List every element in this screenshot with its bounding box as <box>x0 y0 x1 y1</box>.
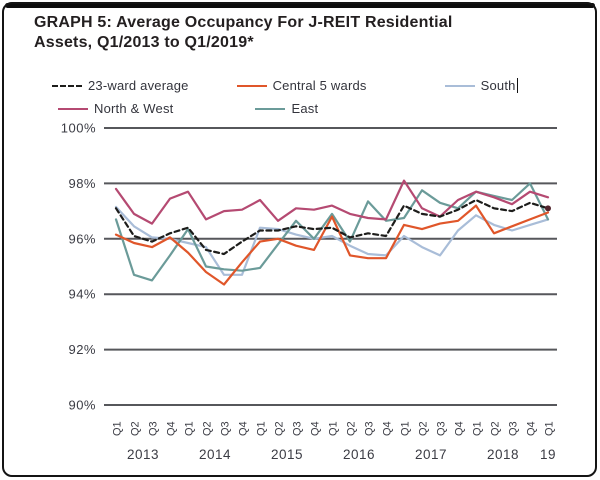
legend-item-23-ward-average: 23-ward average <box>52 78 189 93</box>
year-label-19: 19 <box>540 447 556 462</box>
y-tick-label: 100% <box>61 121 96 136</box>
legend-swatch <box>444 84 475 87</box>
x-tick-label: Q4 <box>454 421 466 436</box>
legend-item-central-5-wards: Central 5 wards <box>236 78 367 93</box>
x-tick-label: Q1 <box>256 421 268 436</box>
x-tick-label: Q2 <box>490 421 502 436</box>
x-tick-label: Q2 <box>346 421 358 436</box>
legend-item-east: East <box>255 101 318 116</box>
y-tick-label: 98% <box>68 176 96 191</box>
legend-swatch <box>255 107 286 110</box>
x-tick-label: Q3 <box>292 421 304 436</box>
year-label-2017: 2017 <box>415 447 447 462</box>
x-tick-label: Q4 <box>382 421 394 436</box>
legend-swatch <box>52 84 82 87</box>
legend-label: 23-ward average <box>88 78 189 93</box>
x-tick-label: Q2 <box>274 421 286 436</box>
x-tick-label: Q3 <box>436 421 448 436</box>
year-label-2015: 2015 <box>271 447 303 462</box>
series-end-dot <box>545 205 551 212</box>
y-tick-label: 94% <box>68 287 96 302</box>
legend-swatch <box>236 84 267 87</box>
x-tick-label: Q4 <box>310 421 322 436</box>
x-tick-label: Q1 <box>328 421 340 436</box>
legend-label: South <box>480 78 516 93</box>
series-line-east <box>114 182 550 282</box>
x-tick-label: Q1 <box>472 421 484 436</box>
chart-title-line1: GRAPH 5: Average Occupancy For J-REIT Re… <box>34 14 453 31</box>
x-tick-label: Q1 <box>184 421 196 436</box>
x-tick-label: Q2 <box>130 421 142 436</box>
legend-item-south: South <box>444 78 519 93</box>
legend-row-1: 23-ward average Central 5 wards South <box>0 74 600 97</box>
text-cursor <box>516 78 519 93</box>
legend-item-north-west: North & West <box>58 101 173 116</box>
y-tick-label: 90% <box>68 398 96 413</box>
x-tick-label: Q4 <box>238 421 250 436</box>
chart-title-line2: Assets, Q1/2013 to Q1/2019* <box>34 34 254 52</box>
y-tick-label: 96% <box>68 231 96 246</box>
series-line-south <box>114 205 550 276</box>
year-label-2016: 2016 <box>343 447 375 462</box>
legend: 23-ward average Central 5 wards South Nort… <box>0 74 600 120</box>
x-tick-label: Q2 <box>202 421 214 436</box>
chart-title: GRAPH 5: Average Occupancy For J-REIT Re… <box>34 13 574 54</box>
x-tick-label: Q1 <box>400 421 412 436</box>
x-tick-label: Q4 <box>166 421 178 436</box>
series-line-north-west <box>114 179 550 225</box>
legend-label: Central 5 wards <box>272 78 367 93</box>
year-label-2013: 2013 <box>127 447 159 462</box>
x-tick-label: Q1 <box>544 421 556 436</box>
x-tick-label: Q3 <box>220 421 232 436</box>
legend-swatch <box>58 107 88 110</box>
top-rule <box>5 3 595 8</box>
year-label-2018: 2018 <box>487 447 519 462</box>
series-line-23-ward-average <box>114 198 550 256</box>
year-label-2014: 2014 <box>199 447 231 462</box>
y-tick-label: 92% <box>68 342 96 357</box>
x-tick-label: Q1 <box>112 421 124 436</box>
x-tick-label: Q3 <box>148 421 160 436</box>
legend-label: East <box>291 101 319 116</box>
x-tick-label: Q3 <box>508 421 520 436</box>
x-tick-label: Q2 <box>418 421 430 436</box>
legend-row-2: North & West East <box>0 97 600 120</box>
legend-label: North & West <box>94 101 174 116</box>
x-tick-label: Q3 <box>364 421 376 436</box>
series-line-central-5-wards <box>114 204 550 286</box>
x-tick-label: Q4 <box>526 421 538 436</box>
